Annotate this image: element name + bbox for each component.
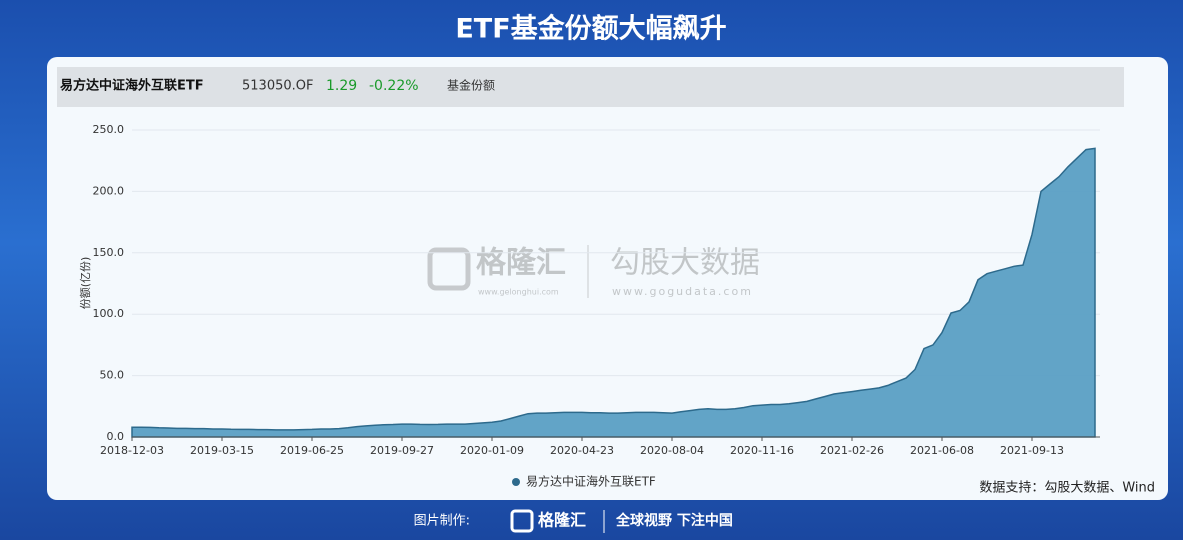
y-tick-label: 150.0: [93, 246, 125, 259]
watermark-brand: 格隆汇: [476, 246, 566, 281]
watermark-logo: [427, 247, 471, 291]
y-tick-label: 0.0: [107, 430, 125, 443]
x-tick-label: 2020-04-23: [550, 444, 614, 457]
watermark: 格隆汇 www.gelonghui.com 勾股大数据 www.gogudata…: [427, 245, 760, 298]
x-tick-label: 2019-09-27: [370, 444, 434, 457]
y-tick-label: 200.0: [93, 184, 125, 197]
y-tick-label: 250.0: [93, 123, 125, 136]
fund-name: 易方达中证海外互联ETF: [60, 78, 204, 94]
x-tick-label: 2018-12-03: [100, 444, 164, 457]
watermark-site: www.gogudata.com: [612, 285, 753, 298]
footer-made-by: 图片制作:: [414, 514, 470, 529]
footer-logo: [510, 509, 534, 533]
area: [131, 147, 1096, 438]
fund-price: 1.29: [326, 78, 357, 94]
watermark-brand: 勾股大数据: [610, 246, 760, 281]
fund-change: -0.22%: [369, 78, 419, 94]
page-title: ETF基金份额大幅飙升: [455, 13, 726, 45]
y-tick-label: 100.0: [93, 307, 125, 320]
metric-name: 基金份额: [447, 78, 495, 93]
footer-slogan: 全球视野 下注中国: [615, 512, 733, 529]
fund-code: 513050.OF: [242, 79, 313, 94]
x-tick-label: 2021-02-26: [820, 444, 884, 457]
legend-marker: [512, 478, 520, 486]
x-tick-label: 2020-11-16: [730, 444, 794, 457]
header-bar: [57, 67, 1124, 107]
x-tick-label: 2021-06-08: [910, 444, 974, 457]
x-tick-label: 2021-09-13: [1000, 444, 1064, 457]
watermark-site: www.gelonghui.com: [478, 288, 559, 297]
source: 数据支持：勾股大数据、Wind: [979, 481, 1155, 496]
x-tick-label: 2020-08-04: [640, 444, 704, 457]
legend-label: 易方达中证海外互联ETF: [526, 474, 656, 489]
x-tick-label: 2020-01-09: [460, 444, 524, 457]
x-tick-label: 2019-03-15: [190, 444, 254, 457]
x-tick-label: 2019-06-25: [280, 444, 344, 457]
footer-brand: 格隆汇: [538, 511, 586, 530]
y-axis-label: 份额(亿份): [79, 257, 92, 310]
y-tick-label: 50.0: [100, 369, 125, 382]
